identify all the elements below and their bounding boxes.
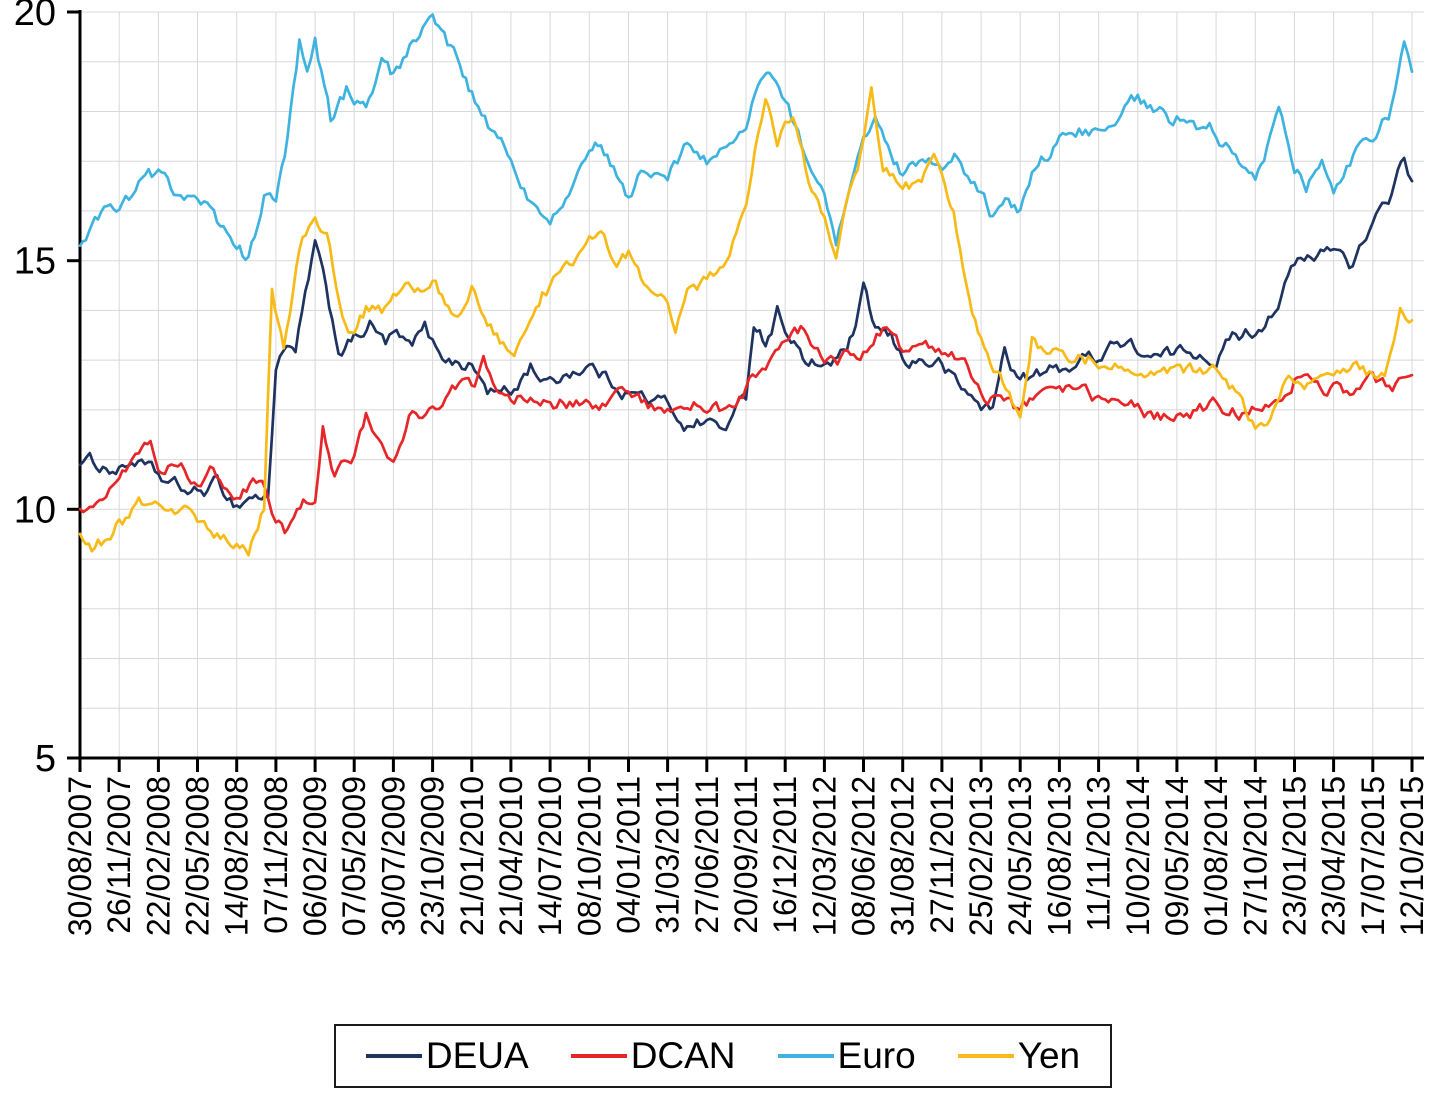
x-axis-label: 23/04/2015 [1316, 776, 1352, 936]
axes [78, 10, 1424, 760]
series-line-deua [78, 156, 1414, 509]
legend-item-dcan: DCAN [570, 1035, 736, 1077]
x-axis-label: 10/02/2014 [1120, 776, 1156, 936]
x-axis-label: 21/01/2010 [454, 776, 490, 936]
legend-label-deua: DEUA [425, 1035, 529, 1076]
chart-legend: DEUA DCAN Euro Yen [0, 1024, 1446, 1088]
x-axis-label: 04/01/2011 [611, 776, 647, 934]
x-axis-label: 27/11/2012 [924, 776, 960, 934]
x-axis-label: 26/11/2007 [101, 776, 137, 934]
y-axis-label: 5 [35, 738, 56, 780]
line-chart: 5 10 15 20 30/08/2007 26/11/2007 22/02/2008 22/… [14, 0, 1430, 936]
y-axis-label: 20 [14, 0, 56, 34]
legend-item-euro: Euro [777, 1035, 916, 1077]
x-axis-label: 14/07/2010 [532, 776, 568, 936]
y-axis-labels: 5 10 15 20 [14, 0, 56, 780]
x-axis-label: 31/08/2012 [885, 776, 921, 936]
x-axis-label: 12/03/2012 [806, 776, 842, 936]
series-line-euro [78, 13, 1414, 262]
gridlines [80, 11, 1424, 758]
x-axis-label: 23/10/2009 [415, 776, 451, 936]
tick-marks [67, 10, 1414, 772]
legend-line-swatch-dcan [570, 1054, 627, 1058]
x-axis-label: 30/08/2007 [62, 776, 98, 936]
legend-box: DEUA DCAN Euro Yen [333, 1024, 1113, 1088]
x-axis-label: 31/03/2011 [650, 776, 686, 934]
x-axis-label: 16/08/2013 [1041, 776, 1077, 936]
series-lines [78, 13, 1414, 557]
x-axis-label: 07/05/2009 [336, 776, 372, 936]
x-axis-label: 24/05/2013 [1002, 776, 1038, 936]
legend-line-swatch-yen [957, 1054, 1014, 1058]
x-axis-label: 25/02/2013 [963, 776, 999, 936]
x-axis-label: 08/10/2010 [571, 776, 607, 936]
x-axis-label: 30/07/2009 [375, 776, 411, 936]
legend-label-euro: Euro [837, 1035, 916, 1076]
y-axis-label: 15 [14, 241, 56, 283]
series-line-dcan [78, 324, 1414, 535]
x-axis-label: 21/04/2010 [493, 776, 529, 936]
x-axis-label: 23/01/2015 [1277, 776, 1313, 936]
x-axis-label: 17/07/2015 [1355, 776, 1391, 936]
x-axis-labels: 30/08/2007 26/11/2007 22/02/2008 22/05/2008… [62, 776, 1430, 936]
x-axis-label: 22/02/2008 [140, 776, 176, 936]
x-axis-label: 14/08/2008 [219, 776, 255, 936]
y-axis-label: 10 [14, 489, 56, 531]
x-axis-label: 16/12/2011 [767, 776, 803, 934]
x-axis-label: 27/10/2014 [1237, 776, 1273, 936]
x-axis-label: 07/11/2008 [258, 776, 294, 934]
legend-label-yen: Yen [1017, 1035, 1081, 1076]
x-axis-label: 12/10/2015 [1394, 776, 1430, 936]
x-axis-label: 11/11/2013 [1081, 776, 1117, 931]
legend-item-deua: DEUA [365, 1035, 529, 1077]
series-line-yen [78, 85, 1414, 557]
x-axis-label: 06/02/2009 [297, 776, 333, 936]
x-axis-label: 09/05/2014 [1159, 776, 1195, 936]
x-axis-label: 08/06/2012 [846, 776, 882, 936]
legend-line-swatch-euro [777, 1054, 834, 1058]
legend-line-swatch-deua [365, 1054, 422, 1058]
x-axis-label: 01/08/2014 [1198, 776, 1234, 936]
x-axis-label: 27/06/2011 [689, 776, 725, 934]
x-axis-label: 20/09/2011 [728, 776, 764, 934]
x-axis-label: 22/05/2008 [180, 776, 216, 936]
legend-item-yen: Yen [957, 1035, 1081, 1077]
legend-label-dcan: DCAN [630, 1035, 736, 1076]
